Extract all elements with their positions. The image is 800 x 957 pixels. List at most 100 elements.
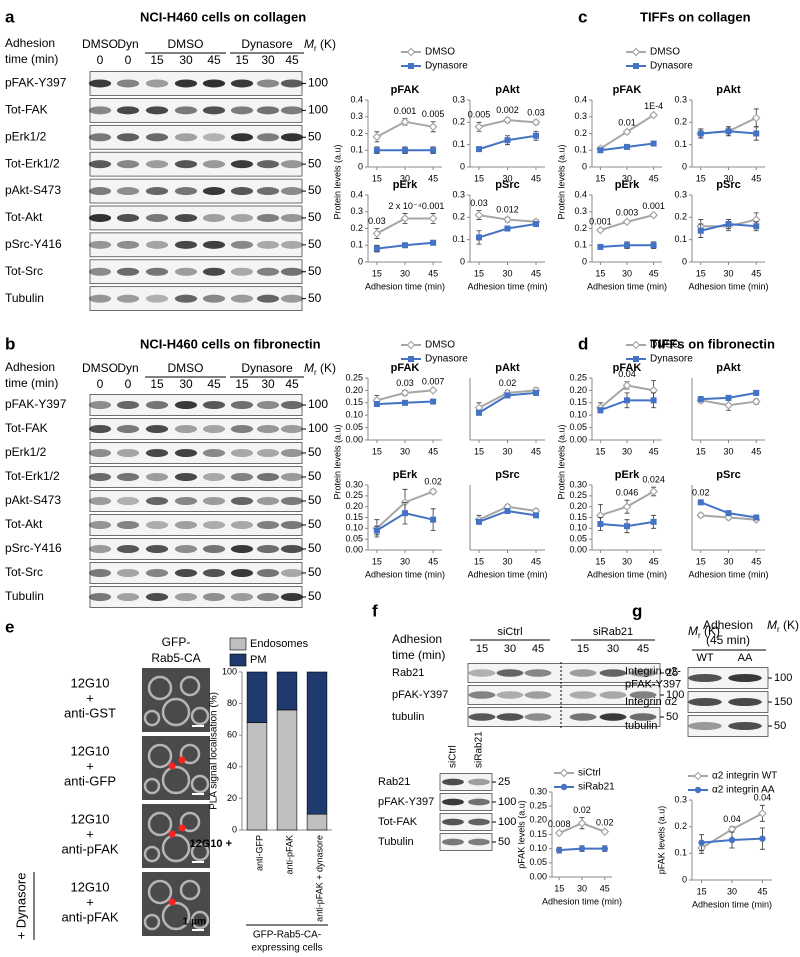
band [230, 106, 254, 115]
chart-title: pAkt [716, 84, 741, 96]
band [174, 79, 198, 88]
vesicle [179, 743, 201, 765]
point [697, 227, 704, 234]
band [116, 133, 140, 142]
band [230, 545, 254, 553]
p-value: 0.024 [642, 475, 665, 485]
x-tick-label: 30 [577, 883, 587, 893]
mr-label: Mr (K) [767, 618, 799, 634]
band [524, 691, 552, 699]
lane-label: 15 [150, 53, 164, 67]
y-tick-label: 40 [227, 761, 237, 771]
band [280, 213, 304, 222]
point [597, 243, 604, 250]
mr-value: 100 [774, 672, 792, 684]
band [145, 497, 169, 505]
y-axis-label: Protein levels (a.u) [556, 144, 566, 219]
mr-value: 100 [666, 689, 684, 701]
legend-marker [693, 771, 703, 781]
bar-segment [276, 671, 298, 711]
point [758, 808, 767, 818]
group-label: DMSO [168, 37, 204, 51]
mr-value: 50 [308, 237, 322, 251]
legend-marker [560, 783, 568, 791]
x-tick-label: 15 [696, 268, 706, 278]
lane-label: 15 [577, 643, 589, 655]
y-tick-label: 0.20 [569, 385, 587, 395]
point [476, 146, 482, 153]
band [569, 713, 597, 721]
band [88, 521, 112, 529]
point [428, 122, 438, 132]
mr-value: 50 [308, 183, 322, 197]
group-label: GFP-Rab5-CA- [253, 930, 321, 941]
row-label: pFAK-Y397 [378, 796, 434, 808]
band [688, 698, 722, 706]
row-label: pErk1/2 [5, 129, 47, 143]
row-label: Tot-Src [5, 565, 43, 579]
band [629, 713, 657, 721]
band [468, 669, 496, 677]
band [230, 401, 254, 409]
band [202, 267, 226, 276]
band [145, 593, 169, 601]
band [88, 545, 112, 553]
legend-label: DMSO [650, 47, 680, 58]
y-tick-label: 0.15 [569, 397, 587, 407]
band [280, 160, 304, 169]
point [428, 487, 438, 496]
band [496, 713, 524, 721]
point [504, 392, 511, 399]
category-prefix: 12G10 + [189, 838, 232, 850]
y-tick-label: 0.20 [569, 501, 587, 511]
y-axis-label: PLA signal localisation (%) [209, 692, 220, 810]
point [372, 132, 382, 142]
lane-label: 0 [125, 53, 132, 67]
point [400, 388, 410, 398]
band [256, 213, 280, 222]
mr-label: Mr (K) [688, 624, 720, 640]
x-axis-label: Adhesion time (min) [365, 569, 445, 579]
point [577, 818, 587, 828]
point [649, 110, 658, 120]
band [88, 160, 112, 169]
x-tick-label: 30 [622, 173, 632, 183]
mr-label-part: r [314, 44, 317, 53]
band [88, 593, 112, 601]
blot-title: NCI-H460 cells on fibronectin [140, 336, 321, 351]
vesicle [179, 879, 201, 901]
band [202, 449, 226, 457]
point [373, 527, 380, 534]
row-label: Tot-Src [5, 264, 43, 278]
y-axis-label: pFAK levels (a.u) [516, 800, 526, 869]
band [116, 497, 140, 505]
band [468, 838, 490, 846]
point [476, 518, 482, 525]
y-tick-label: 0.00 [569, 434, 587, 444]
point [696, 510, 706, 520]
y-tick-label: 0.3 [674, 94, 687, 104]
band [202, 133, 226, 142]
row-label: pAkt-S473 [5, 493, 61, 507]
y-axis-label: Protein levels (a.u) [332, 424, 342, 499]
band [202, 401, 226, 409]
point [373, 245, 380, 252]
image-label: + [86, 894, 94, 909]
point [373, 401, 380, 408]
band [174, 425, 198, 433]
y-tick-label: 0.1 [674, 234, 687, 244]
image-label: + [86, 758, 94, 773]
lane-label: 45 [207, 377, 221, 391]
row-label: pFAK-Y397 [5, 76, 67, 90]
band [256, 187, 280, 196]
vesicle [179, 811, 201, 833]
mr-value: 50 [308, 129, 322, 143]
y-tick-label: 0 [358, 256, 363, 266]
band [256, 160, 280, 169]
x-tick-label: 45 [649, 446, 659, 456]
chart-title: pErk [615, 469, 640, 481]
band [145, 133, 169, 142]
p-value: 0.04 [618, 369, 636, 379]
group-label: DMSO [82, 37, 118, 51]
point [753, 389, 760, 396]
